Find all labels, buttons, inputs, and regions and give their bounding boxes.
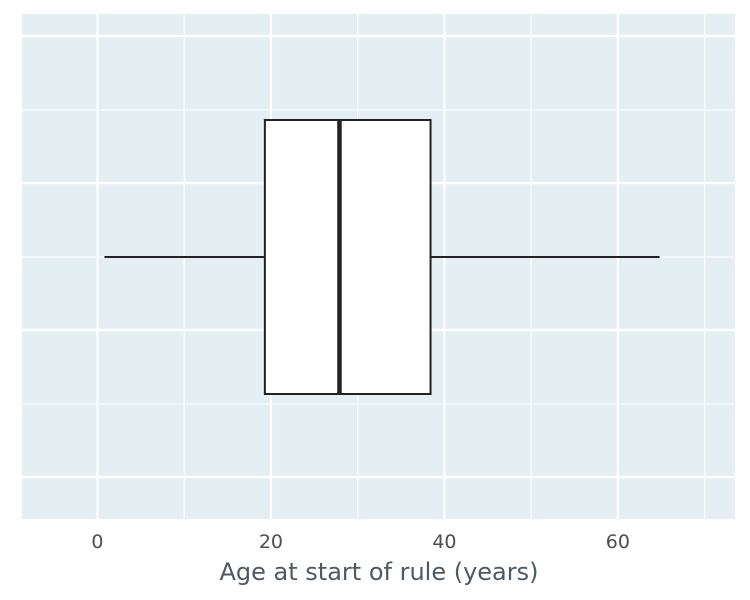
x-axis-ticks: 0 20 40 60 xyxy=(91,531,630,553)
x-tick-label: 60 xyxy=(606,531,630,553)
box-and-whiskers xyxy=(104,119,660,395)
interquartile-box xyxy=(263,119,432,395)
x-axis-title: Age at start of rule (years) xyxy=(220,558,539,586)
x-tick-label: 40 xyxy=(432,531,456,553)
x-tick-label: 20 xyxy=(259,531,283,553)
x-tick-label: 0 xyxy=(91,531,103,553)
